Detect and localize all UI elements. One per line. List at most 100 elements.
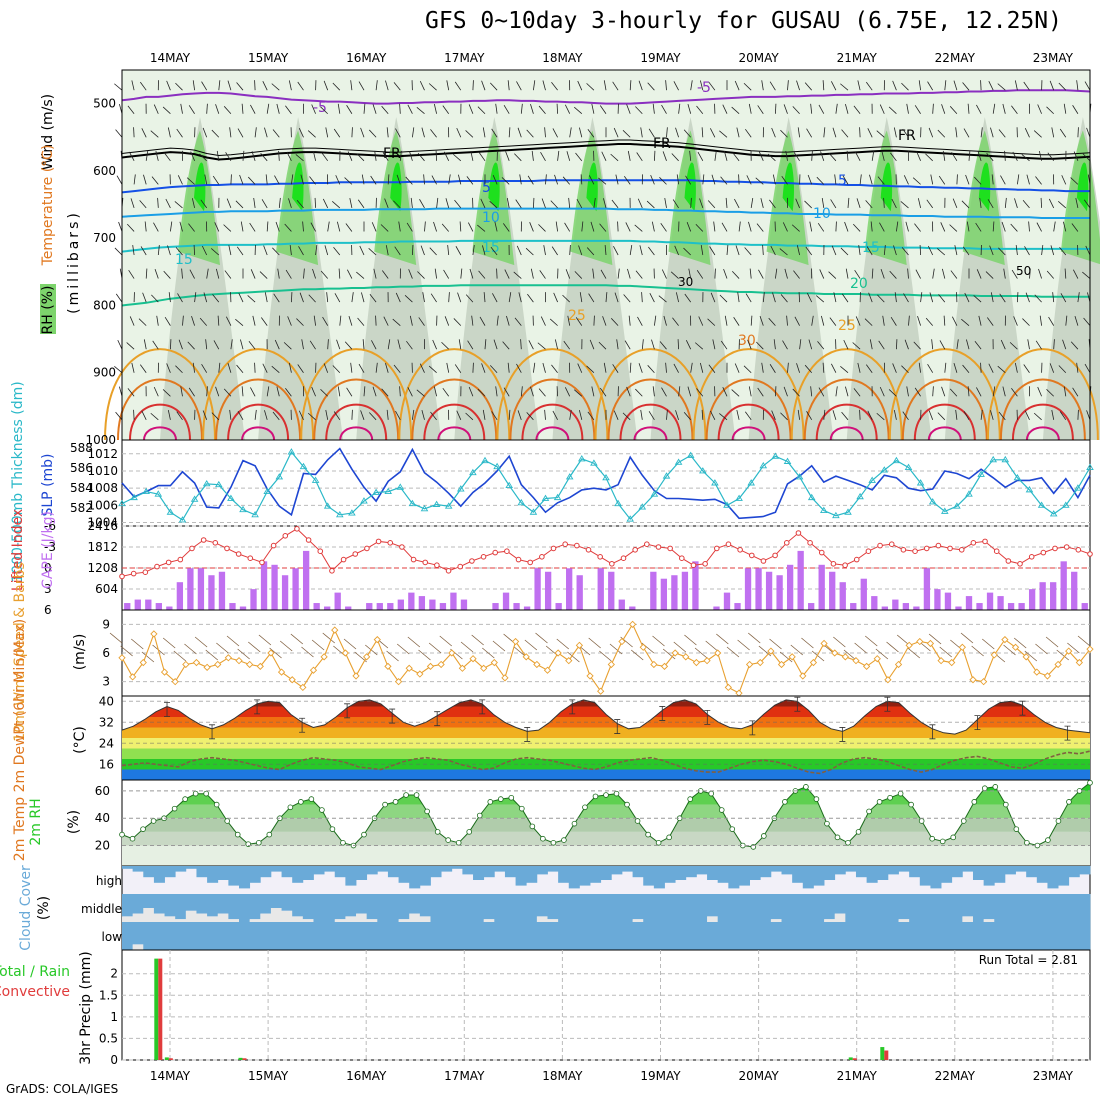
wind-barb [1049,80,1055,91]
wind-barb [114,247,123,256]
wind-barb [771,410,776,420]
rh2m-marker [1003,801,1009,808]
wind-barb [519,174,522,185]
wind10-barb [896,634,910,646]
wind-barb [683,247,691,256]
wind10-marker [501,674,509,682]
wind-barb [410,197,413,208]
wind-barb [375,315,377,326]
wind-barb [687,104,692,114]
wind-barb [828,153,837,162]
t2m-minmax-bar [704,709,711,725]
wind-barb [782,340,788,350]
isotherm-25-dome [888,348,1001,441]
wind-barb [416,389,425,397]
wind-barb [1072,387,1079,397]
thickness-marker [299,462,308,470]
wind-barb [565,269,571,279]
wind-barb [634,224,643,232]
y-tick-label: 1000 [85,433,116,447]
wind-barb [600,269,607,279]
wind-barb [372,386,377,397]
wind-barb [302,221,304,232]
cloud-cell [887,866,899,875]
wind-barb [525,247,534,256]
rh2m-marker [192,790,199,797]
wind-barb [228,245,232,256]
wind-barb [117,339,123,350]
cloud-clear-cell [281,910,293,922]
cloud-cell [451,866,463,869]
wind10-marker [660,662,669,671]
cloud-cell [781,922,793,950]
precip-panel-frame [121,949,1091,1061]
wind-barb [724,315,728,326]
cloud-clear-cell [536,916,548,922]
cloud-level-label: high [96,874,122,888]
wind-barb [506,198,510,208]
t2m-minmax-bar [524,727,531,742]
wind-barb [878,340,885,350]
cloud-cell [643,922,655,950]
wind-barb [489,365,498,374]
thickness-marker [807,493,816,501]
wind-barb [202,127,208,138]
wind-barb [744,411,752,421]
wind-barb [308,294,316,303]
wind-barb [576,198,583,209]
wind-barb [143,339,147,350]
thickness-marker [590,459,598,466]
thickness-marker [795,473,804,480]
cloud-cell [770,922,782,950]
rh2m-marker [939,838,946,845]
isotherm-40-dome [437,426,472,441]
x-tick-label-bottom: 22MAY [935,1069,976,1083]
cloud-cell [526,894,538,922]
cloud-cell [675,866,687,880]
wind-barb [901,82,909,91]
t2m-minmax-bar [389,708,396,724]
wind-barb [871,268,874,279]
wind-barb [711,174,716,185]
cloud-cell [494,866,506,872]
wind-barb [770,245,776,256]
wind-barb [1059,246,1067,256]
thickness-line [121,450,1091,521]
wind-barb [569,409,572,420]
wind-barb [591,386,595,397]
cloud-clear-cell [143,908,155,922]
cloud-cell [972,866,985,880]
wind-barb [871,150,875,161]
wind10-marker [352,672,360,680]
wind-barb [732,152,740,162]
wind-barb [133,409,135,420]
wind-barb [1082,153,1091,162]
rh2m-marker [550,839,557,846]
lifted-index-marker [539,554,545,560]
cloud-cell [249,894,261,920]
wind-barb [327,339,329,350]
wind10-barb [407,636,421,648]
wind-barb [263,245,268,256]
wind-barb [385,363,389,373]
thickness-marker [505,481,513,489]
wind-barb [435,150,437,161]
wind-barb [459,221,462,232]
wind-barb [266,103,270,114]
isotherm-label: 15 [175,252,193,268]
wind-barb [551,364,558,373]
wind-barb [787,362,789,373]
wind-barb [647,365,655,373]
wind10-barb [673,641,687,653]
cloud-cell [621,894,633,922]
cape-bar [271,564,278,610]
wind-barb [250,104,256,114]
wind-barb [627,150,631,161]
cloud-clear-cell [292,916,304,922]
rh2m-tick-label: 20 [95,839,110,853]
wind-barb [214,222,220,232]
wind-barb [206,103,208,114]
wind-barb [613,245,619,256]
cloud-cell [419,866,431,886]
wind-barb [166,363,171,373]
